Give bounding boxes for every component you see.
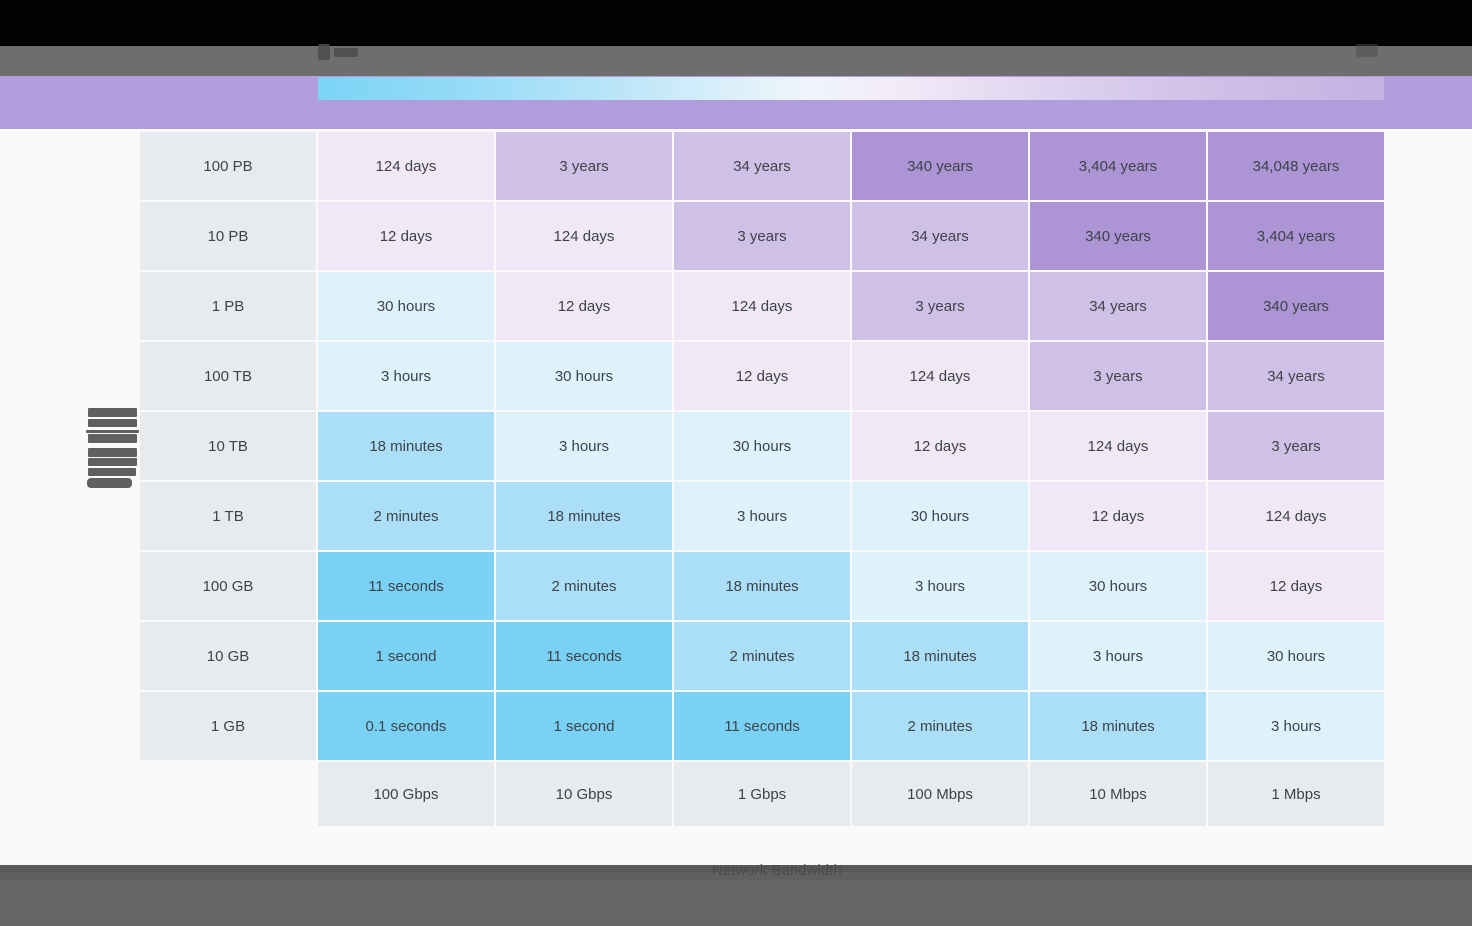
column-label: 1 Gbps — [674, 762, 850, 826]
value-cell: 30 hours — [852, 482, 1028, 550]
toolbar-text-redacted — [334, 48, 358, 57]
column-label: 10 Mbps — [1030, 762, 1206, 826]
value-cell: 12 days — [674, 342, 850, 410]
value-cell: 12 days — [318, 202, 494, 270]
value-cell: 3,404 years — [1208, 202, 1384, 270]
value-cell: 18 minutes — [496, 482, 672, 550]
value-cell: 1 second — [496, 692, 672, 760]
value-cell: 2 minutes — [496, 552, 672, 620]
value-cell: 18 minutes — [1030, 692, 1206, 760]
transfer-table: 100 PB 124 days 3 years 34 years 340 years 3,… — [140, 132, 1384, 826]
value-cell: 30 hours — [496, 342, 672, 410]
value-cell: 340 years — [1030, 202, 1206, 270]
value-cell: 2 minutes — [674, 622, 850, 690]
value-cell: 30 hours — [1208, 622, 1384, 690]
value-cell: 3 hours — [1030, 622, 1206, 690]
value-cell: 3 hours — [1208, 692, 1384, 760]
value-cell: 30 hours — [1030, 552, 1206, 620]
value-cell: 12 days — [496, 272, 672, 340]
value-cell: 18 minutes — [674, 552, 850, 620]
toolbar-icon-redacted — [318, 44, 330, 60]
row-label: 100 TB — [140, 342, 316, 410]
value-cell: 1 second — [318, 622, 494, 690]
value-cell: 18 minutes — [318, 412, 494, 480]
value-cell: 12 days — [1030, 482, 1206, 550]
value-cell: 3,404 years — [1030, 132, 1206, 200]
value-cell: 12 days — [1208, 552, 1384, 620]
value-cell: 3 hours — [318, 342, 494, 410]
value-cell: 3 years — [1208, 412, 1384, 480]
row-label: 10 GB — [140, 622, 316, 690]
value-cell: 34 years — [1208, 342, 1384, 410]
value-cell: 124 days — [1030, 412, 1206, 480]
toolbar-right-icon-redacted — [1356, 44, 1378, 57]
value-cell: 124 days — [318, 132, 494, 200]
value-cell: 3 hours — [674, 482, 850, 550]
value-cell: 124 days — [496, 202, 672, 270]
value-cell: 34 years — [1030, 272, 1206, 340]
value-cell: 34,048 years — [1208, 132, 1384, 200]
value-cell: 34 years — [852, 202, 1028, 270]
value-cell: 124 days — [852, 342, 1028, 410]
value-cell: 12 days — [852, 412, 1028, 480]
value-cell: 2 minutes — [852, 692, 1028, 760]
value-cell: 3 years — [674, 202, 850, 270]
value-cell: 340 years — [852, 132, 1028, 200]
corner-spacer — [140, 762, 316, 826]
value-cell: 30 hours — [674, 412, 850, 480]
value-cell: 340 years — [1208, 272, 1384, 340]
column-label: 100 Gbps — [318, 762, 494, 826]
row-label: 1 PB — [140, 272, 316, 340]
value-cell: 3 years — [1030, 342, 1206, 410]
bottom-bar-redacted — [0, 865, 1472, 926]
y-axis-label-redacted — [86, 406, 140, 492]
value-cell: 3 years — [852, 272, 1028, 340]
row-label: 1 TB — [140, 482, 316, 550]
value-cell: 124 days — [674, 272, 850, 340]
value-cell: 3 years — [496, 132, 672, 200]
row-label: 1 GB — [140, 692, 316, 760]
toolbar-redacted — [0, 46, 1472, 102]
value-cell: 11 seconds — [496, 622, 672, 690]
value-cell: 3 hours — [852, 552, 1028, 620]
value-cell: 0.1 seconds — [318, 692, 494, 760]
value-cell: 11 seconds — [318, 552, 494, 620]
column-label: 100 Mbps — [852, 762, 1028, 826]
value-cell: 3 hours — [496, 412, 672, 480]
value-cell: 124 days — [1208, 482, 1384, 550]
column-label: 10 Gbps — [496, 762, 672, 826]
row-label: 10 PB — [140, 202, 316, 270]
row-label: 100 PB — [140, 132, 316, 200]
column-label: 1 Mbps — [1208, 762, 1384, 826]
value-cell: 2 minutes — [318, 482, 494, 550]
time-legend-gradient — [318, 77, 1384, 100]
top-bar-redacted — [0, 0, 1472, 46]
value-cell: 11 seconds — [674, 692, 850, 760]
row-label: 10 TB — [140, 412, 316, 480]
value-cell: 18 minutes — [852, 622, 1028, 690]
row-label: 100 GB — [140, 552, 316, 620]
value-cell: 34 years — [674, 132, 850, 200]
value-cell: 30 hours — [318, 272, 494, 340]
x-axis-label: Network Bandwidth — [712, 863, 843, 879]
